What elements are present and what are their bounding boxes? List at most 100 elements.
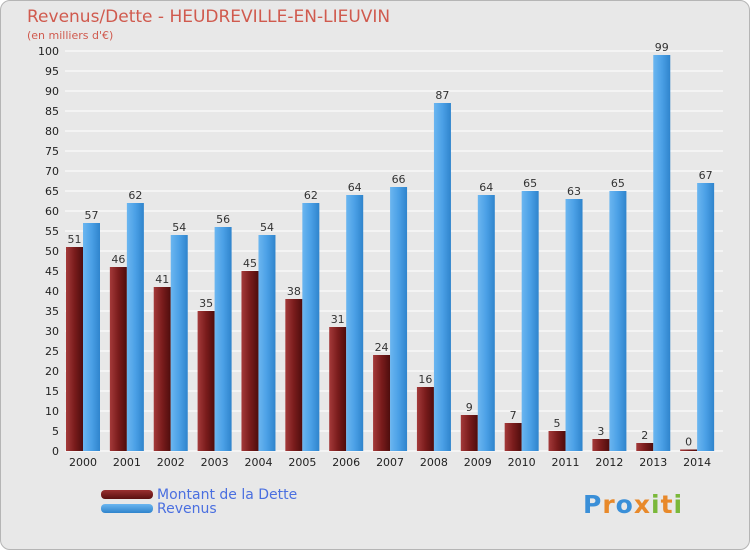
x-tick-label: 2004 — [244, 456, 272, 469]
x-tick-label: 2003 — [201, 456, 229, 469]
y-tick-label: 60 — [45, 205, 59, 218]
data-label: 65 — [611, 177, 625, 190]
dette-bar — [153, 287, 171, 451]
logo-letter: i — [673, 490, 684, 519]
y-tick-label: 45 — [45, 265, 59, 278]
data-label: 62 — [304, 189, 318, 202]
x-tick-label: 2010 — [508, 456, 536, 469]
y-axis-ticks: 0 5 10 15 20 25 30 35 40 45 50 55 60 65 70 75 80 85 90 95 10… — [38, 45, 59, 458]
data-label: 5 — [554, 417, 561, 430]
revenus-bar — [433, 103, 451, 451]
x-tick-label: 2001 — [113, 456, 141, 469]
data-label: 51 — [68, 233, 82, 246]
dette-bar — [285, 299, 303, 451]
y-tick-label: 100 — [38, 45, 59, 58]
revenus-bar — [83, 223, 100, 451]
y-tick-label: 90 — [45, 85, 59, 98]
dette-bar — [548, 431, 566, 451]
chart-subtitle: (en milliers d'€) — [27, 29, 114, 42]
legend-label-revenus: Revenus — [157, 501, 217, 517]
legend-label-dette: Montant de la Dette — [157, 487, 298, 503]
dette-bar — [329, 327, 347, 451]
revenus-bar — [697, 183, 715, 451]
x-tick-label: 2006 — [332, 456, 360, 469]
y-tick-label: 10 — [45, 405, 59, 418]
revenus-bar — [477, 195, 495, 451]
data-label: 56 — [216, 213, 230, 226]
data-label: 9 — [466, 401, 473, 414]
x-tick-label: 2007 — [376, 456, 404, 469]
revenus-bar — [170, 235, 188, 451]
y-tick-label: 80 — [45, 125, 59, 138]
data-label: 16 — [418, 373, 432, 386]
logo-letter: P — [583, 490, 603, 519]
data-label: 38 — [287, 285, 301, 298]
y-tick-label: 35 — [45, 305, 59, 318]
dette-bar — [592, 439, 610, 451]
revenus-bar — [302, 203, 320, 451]
data-label: 41 — [155, 273, 169, 286]
data-label: 54 — [260, 221, 274, 234]
y-tick-label: 65 — [45, 185, 59, 198]
data-label: 54 — [172, 221, 186, 234]
data-label: 7 — [510, 409, 517, 422]
legend-swatch-dette — [101, 490, 153, 499]
dette-bar — [109, 267, 127, 451]
dette-bar — [241, 271, 259, 451]
x-tick-label: 2008 — [420, 456, 448, 469]
data-label: 35 — [199, 297, 213, 310]
y-tick-label: 95 — [45, 65, 59, 78]
y-tick-label: 55 — [45, 225, 59, 238]
dette-bar — [416, 387, 434, 451]
y-tick-label: 20 — [45, 365, 59, 378]
data-label: 99 — [655, 41, 669, 54]
logo-letter: r — [602, 490, 616, 519]
y-tick-label: 70 — [45, 165, 59, 178]
revenus-bar — [521, 191, 539, 451]
data-label: 3 — [597, 425, 604, 438]
data-label: 24 — [375, 341, 389, 354]
data-label: 66 — [392, 173, 406, 186]
revenus-bar — [565, 199, 583, 451]
x-tick-label: 2000 — [69, 456, 97, 469]
logo-letter: t — [660, 490, 674, 519]
dette-bar — [197, 311, 215, 451]
y-tick-label: 25 — [45, 345, 59, 358]
data-label: 63 — [567, 185, 581, 198]
data-label: 64 — [348, 181, 362, 194]
y-tick-label: 40 — [45, 285, 59, 298]
data-label: 87 — [435, 89, 449, 102]
data-label: 62 — [128, 189, 142, 202]
y-tick-label: 30 — [45, 325, 59, 338]
x-tick-label: 2011 — [552, 456, 580, 469]
y-tick-label: 0 — [52, 445, 59, 458]
data-label: 31 — [331, 313, 345, 326]
x-tick-label: 2002 — [157, 456, 185, 469]
data-label: 2 — [641, 429, 648, 442]
data-label: 46 — [111, 253, 125, 266]
data-label: 64 — [479, 181, 493, 194]
y-tick-label: 50 — [45, 245, 59, 258]
x-tick-label: 2014 — [683, 456, 711, 469]
revenus-bar — [609, 191, 627, 451]
data-label: 57 — [85, 209, 99, 222]
dette-bar — [680, 449, 698, 451]
bars — [66, 55, 715, 451]
dette-bar — [373, 355, 391, 451]
data-label: 65 — [523, 177, 537, 190]
logo-letter: i — [651, 490, 661, 519]
data-labels: 5157466241543556455438623164246616879647… — [68, 41, 713, 449]
logo-letter: o — [615, 490, 634, 519]
y-tick-label: 15 — [45, 385, 59, 398]
legend-swatch-revenus — [101, 504, 153, 513]
dette-bar — [66, 247, 83, 451]
x-tick-label: 2005 — [288, 456, 316, 469]
dette-bar — [636, 443, 654, 451]
y-tick-label: 75 — [45, 145, 59, 158]
logo-letter: x — [633, 490, 651, 519]
x-tick-label: 2012 — [595, 456, 623, 469]
revenus-bar — [390, 187, 408, 451]
data-label: 45 — [243, 257, 257, 270]
